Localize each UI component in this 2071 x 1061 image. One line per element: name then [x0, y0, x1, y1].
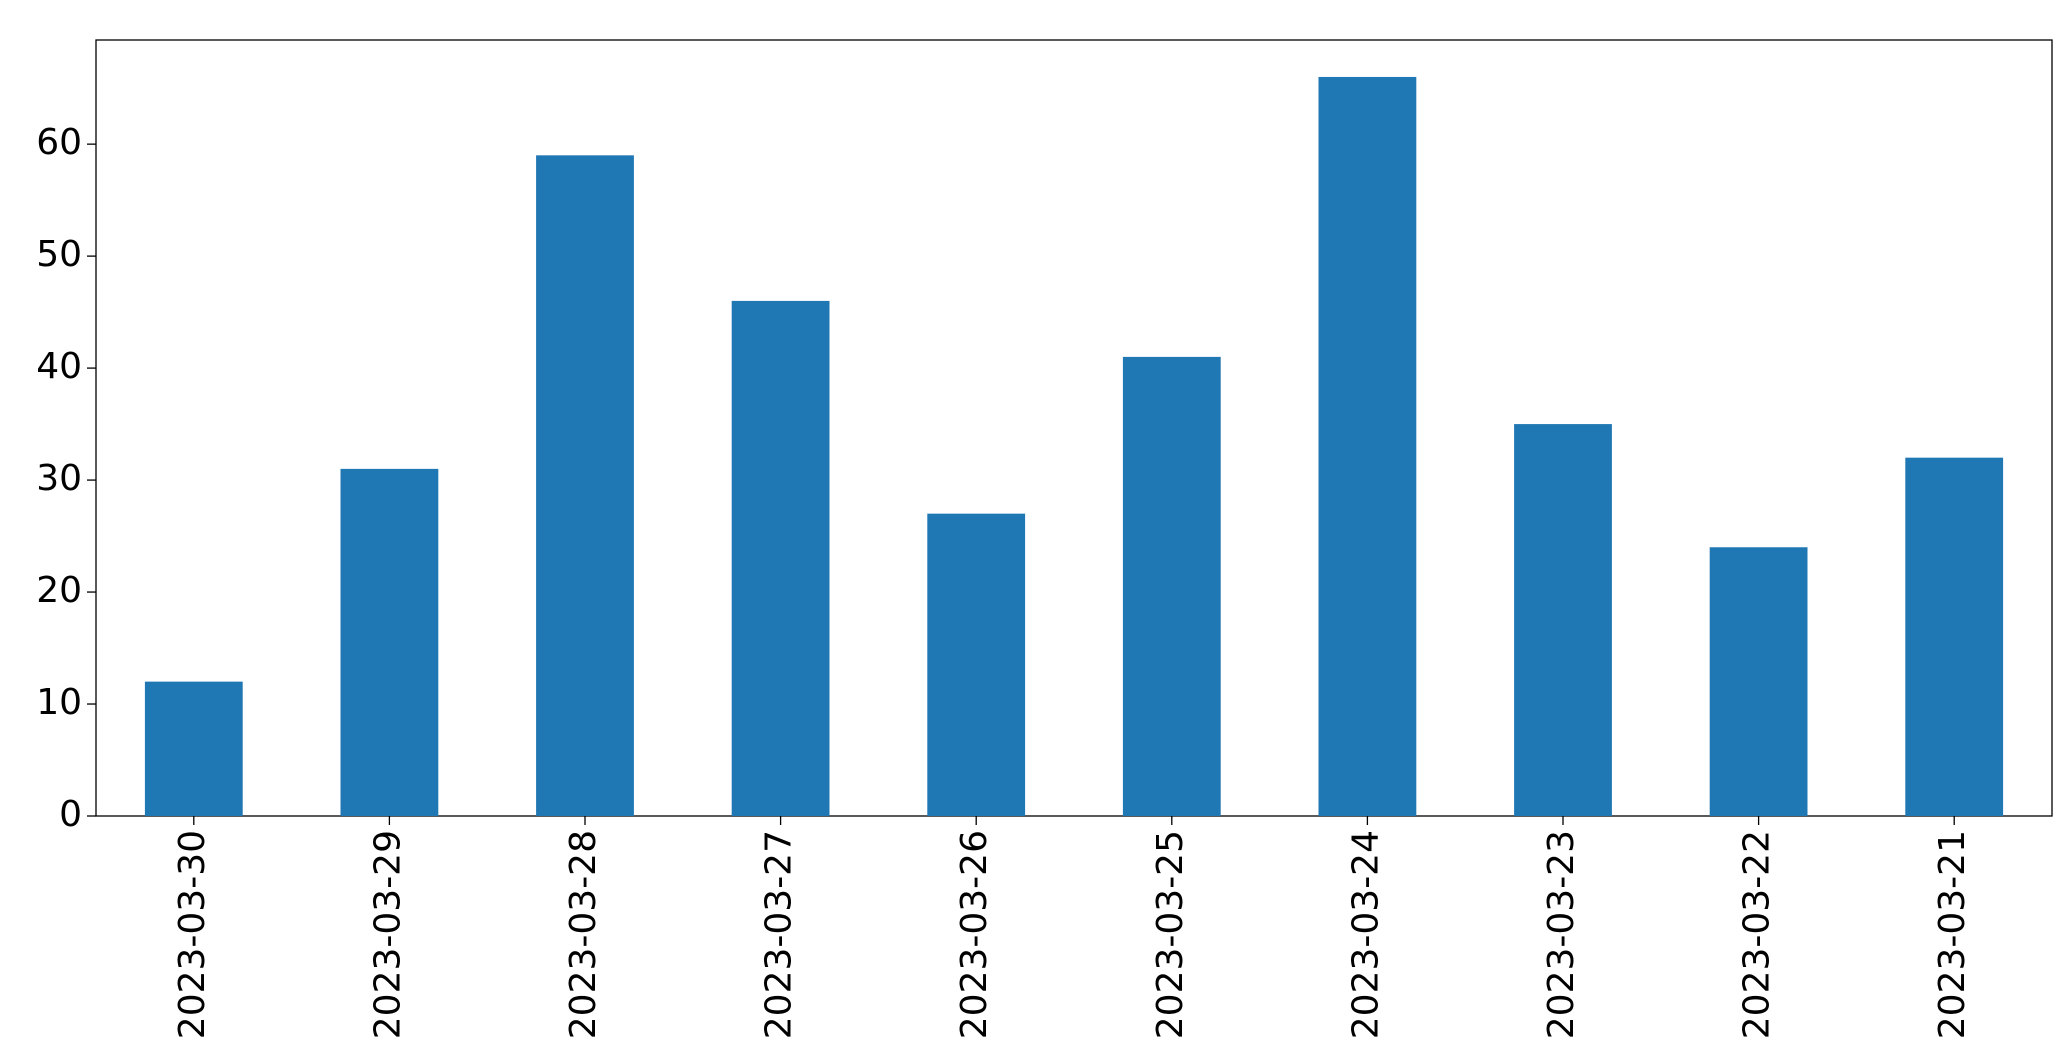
bar	[144, 681, 243, 816]
y-tick-label: 10	[36, 682, 82, 723]
x-tick-label: 2023-03-22	[1737, 830, 1778, 1039]
x-tick-label: 2023-03-27	[759, 830, 800, 1039]
bar	[340, 468, 439, 816]
plot-frame	[95, 39, 2053, 817]
x-tick-label: 2023-03-23	[1541, 830, 1582, 1039]
x-tick-label: 2023-03-28	[563, 830, 604, 1039]
bar	[1318, 76, 1417, 816]
y-tick-label: 30	[36, 458, 82, 499]
bar	[731, 300, 830, 816]
y-tick-label: 20	[36, 570, 82, 611]
x-tick-label: 2023-03-29	[367, 830, 408, 1039]
x-tick-label: 2023-03-30	[172, 830, 213, 1039]
bar	[1514, 424, 1612, 816]
x-tick-label: 2023-03-25	[1150, 830, 1191, 1039]
x-tick-label: 2023-03-24	[1345, 830, 1386, 1039]
y-tick-label: 40	[36, 346, 82, 387]
x-tick-label: 2023-03-21	[1932, 830, 1973, 1039]
y-tick-label: 0	[59, 794, 82, 835]
bar	[1122, 356, 1221, 816]
y-tick-label: 50	[36, 234, 82, 275]
bar	[1905, 457, 2004, 816]
bar	[1709, 547, 1808, 816]
bar	[927, 513, 1026, 816]
bar	[536, 155, 634, 817]
y-tick-label: 60	[36, 122, 82, 163]
x-tick-label: 2023-03-26	[954, 830, 995, 1039]
